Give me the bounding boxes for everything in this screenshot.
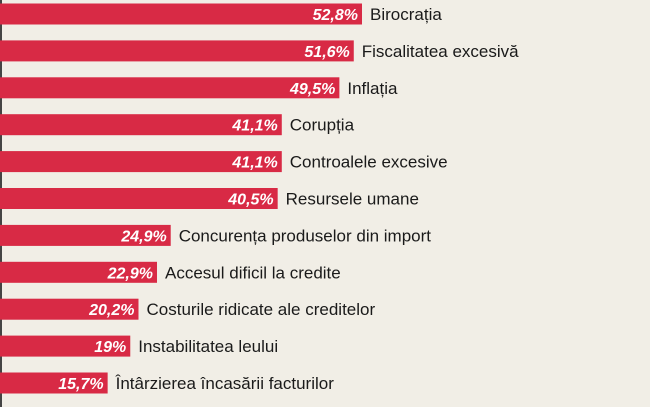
- category-label: Accesul dificil la credite: [165, 263, 341, 282]
- bar-value-label: 51,6%: [304, 44, 349, 61]
- bar-row: 40,5% Resursele umane: [0, 188, 419, 209]
- bar-value-label: 41,1%: [231, 118, 277, 135]
- bar: [0, 40, 354, 62]
- bar: [0, 335, 131, 357]
- bar: [0, 188, 278, 209]
- category-label: Concurența produselor din import: [179, 226, 432, 245]
- bar: [0, 114, 282, 136]
- category-label: Costurile ridicate ale creditelor: [146, 300, 375, 319]
- bar-value-label: 19%: [94, 339, 126, 356]
- bar-row: 52,8% Birocrația: [0, 3, 442, 25]
- bar: [0, 261, 158, 283]
- bar-row: 19% Instabilitatea leului: [0, 335, 278, 357]
- bar-value-label: 24,9%: [120, 228, 166, 245]
- bar-value-label: 52,8%: [313, 7, 358, 24]
- bar: [0, 372, 108, 394]
- bar: [0, 298, 139, 320]
- category-label: Fiscalitatea excesivă: [362, 42, 519, 61]
- bar: [0, 3, 362, 25]
- bar-row: 20,2% Costurile ridicate ale creditelor: [0, 298, 375, 320]
- bar: [0, 151, 282, 173]
- bar-row: 24,9% Concurența produselor din import: [0, 224, 432, 246]
- bar-row: 22,9% Accesul dificil la credite: [0, 261, 341, 283]
- category-label: Instabilitatea leului: [138, 337, 278, 356]
- bar: [0, 224, 171, 246]
- bar-value-label: 15,7%: [58, 376, 103, 393]
- bar-row: 51,6% Fiscalitatea excesivă: [0, 40, 519, 62]
- category-label: Resursele umane: [286, 190, 419, 209]
- bar-value-label: 22,9%: [107, 265, 153, 282]
- bar-value-label: 40,5%: [227, 192, 273, 209]
- bar-row: 41,1% Corupția: [0, 114, 355, 136]
- bar-row: 49,5% Inflația: [0, 77, 398, 99]
- bar-row: 15,7% Întârzierea încasării facturilor: [0, 372, 335, 394]
- category-label: Inflația: [347, 79, 398, 98]
- category-label: Întârzierea încasării facturilor: [115, 374, 335, 393]
- bar-value-label: 41,1%: [231, 155, 277, 172]
- bar: [0, 77, 340, 99]
- bar-value-label: 20,2%: [88, 302, 134, 319]
- bar-row: 41,1% Controalele excesive: [0, 151, 448, 173]
- category-label: Corupția: [290, 116, 355, 135]
- category-label: Birocrația: [370, 5, 442, 24]
- category-label: Controalele excesive: [290, 153, 448, 172]
- bar-value-label: 49,5%: [289, 81, 335, 98]
